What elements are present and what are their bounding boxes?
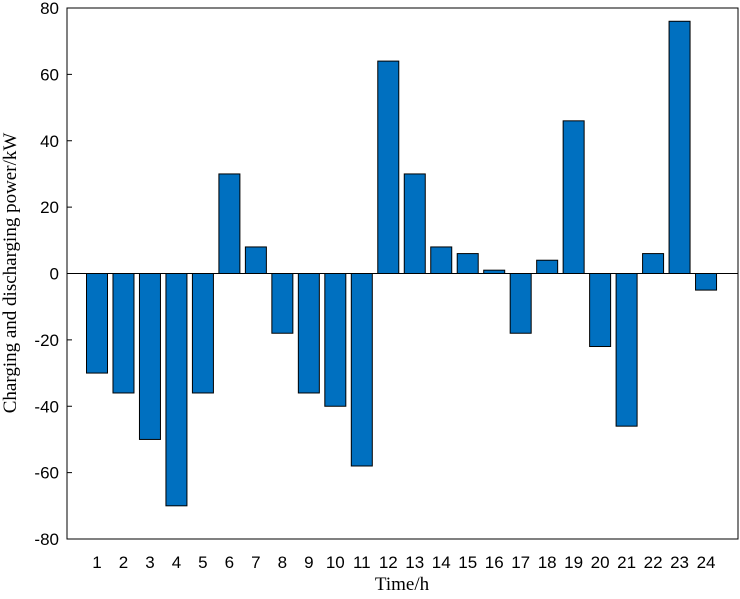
y-axis-title: Charging and discharging power/kW	[0, 133, 21, 414]
bar	[297, 273, 320, 394]
y-tick-label: -80	[34, 530, 59, 549]
bar	[456, 253, 479, 274]
x-tick-label: 16	[485, 553, 504, 572]
bar	[668, 20, 691, 275]
bar	[642, 253, 665, 274]
bar	[218, 173, 241, 274]
bar	[165, 273, 188, 507]
y-tick-label: 20	[40, 198, 59, 217]
x-tick-label: 6	[225, 553, 234, 572]
bar	[86, 273, 108, 374]
bar	[112, 273, 135, 394]
x-tick-label: 17	[511, 553, 530, 572]
x-tick-label: 3	[145, 553, 154, 572]
x-tick-label: 12	[379, 553, 398, 572]
x-tick-label: 15	[458, 553, 477, 572]
x-tick-label: 21	[617, 553, 636, 572]
bar	[615, 273, 638, 427]
bar	[536, 259, 559, 275]
bar	[509, 273, 532, 334]
bar	[377, 60, 400, 274]
x-axis-title: Time/h	[375, 574, 430, 595]
x-tick-label: 20	[591, 553, 610, 572]
x-tick-label: 4	[172, 553, 181, 572]
x-tick-label: 22	[644, 553, 663, 572]
y-tick-label: -20	[34, 331, 59, 350]
x-tick-label: 19	[564, 553, 583, 572]
y-tick-label: 80	[40, 0, 59, 18]
x-tick-label: 9	[304, 553, 313, 572]
x-tick-label: 10	[326, 553, 345, 572]
bar	[244, 246, 267, 274]
bar	[589, 273, 612, 348]
x-tick-label: 24	[697, 553, 716, 572]
bar	[562, 120, 585, 275]
x-tick-label: 11	[353, 553, 371, 572]
x-tick-label: 5	[198, 553, 207, 572]
bar	[138, 273, 161, 440]
x-tick-label: 1	[92, 553, 101, 572]
bar	[695, 273, 718, 291]
bar	[403, 173, 426, 274]
y-tick-label: 60	[40, 65, 59, 84]
x-tick-label: 18	[538, 553, 557, 572]
y-tick-label: 40	[40, 132, 59, 151]
bar	[271, 273, 294, 334]
x-tick-label: 7	[251, 553, 260, 572]
x-tick-label: 23	[670, 553, 689, 572]
x-tick-label: 14	[432, 553, 451, 572]
x-tick-label: 8	[278, 553, 287, 572]
x-tick-label: 2	[119, 553, 128, 572]
bar	[350, 273, 373, 467]
bar	[324, 273, 347, 407]
y-tick-label: -60	[34, 464, 59, 483]
bar	[430, 246, 453, 274]
bar	[191, 273, 214, 394]
x-tick-label: 13	[405, 553, 424, 572]
y-tick-label: -40	[34, 397, 59, 416]
y-tick-label: 0	[50, 265, 59, 284]
